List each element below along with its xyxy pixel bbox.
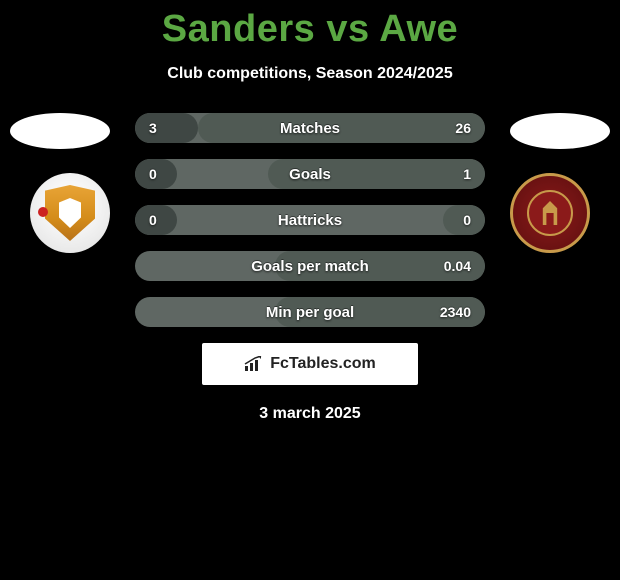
stat-value-right: 0 [463, 212, 471, 228]
player2-club-badge [510, 173, 590, 253]
stat-bar-left [135, 113, 198, 143]
shield-icon [45, 185, 95, 241]
stat-row: Min per goal 2340 [135, 297, 485, 327]
comparison-date: 3 march 2025 [0, 405, 620, 423]
stat-row: Goals per match 0.04 [135, 251, 485, 281]
stats-list: 3 Matches 26 0 Goals 1 0 Hattricks 0 Goals per ma… [135, 113, 485, 327]
stat-value-left: 3 [149, 120, 157, 136]
stat-label: Goals [289, 166, 331, 183]
stat-value-left: 0 [149, 166, 157, 182]
subtitle: Club competitions, Season 2024/2025 [0, 65, 620, 83]
stat-value-right: 0.04 [444, 258, 471, 274]
player1-silhouette [10, 113, 110, 149]
stat-value-right: 2340 [440, 304, 471, 320]
stat-label: Matches [280, 120, 340, 137]
stat-label: Goals per match [251, 258, 369, 275]
crest-icon [527, 190, 573, 236]
brand-chart-icon [244, 356, 264, 372]
stat-row: 0 Hattricks 0 [135, 205, 485, 235]
page-title: Sanders vs Awe [0, 0, 620, 51]
stat-label: Hattricks [278, 212, 342, 229]
player2-silhouette [510, 113, 610, 149]
stat-value-right: 26 [455, 120, 471, 136]
brand-label: FcTables.com [270, 355, 376, 373]
stat-row: 3 Matches 26 [135, 113, 485, 143]
badge-dot-icon [38, 207, 48, 217]
brand-banner[interactable]: FcTables.com [202, 343, 418, 385]
comparison-panel: 3 Matches 26 0 Goals 1 0 Hattricks 0 Goals per ma… [0, 113, 620, 423]
stat-row: 0 Goals 1 [135, 159, 485, 189]
stat-bar-right [198, 113, 485, 143]
stat-value-right: 1 [463, 166, 471, 182]
player1-club-badge [30, 173, 110, 253]
stat-label: Min per goal [266, 304, 354, 321]
stat-value-left: 0 [149, 212, 157, 228]
